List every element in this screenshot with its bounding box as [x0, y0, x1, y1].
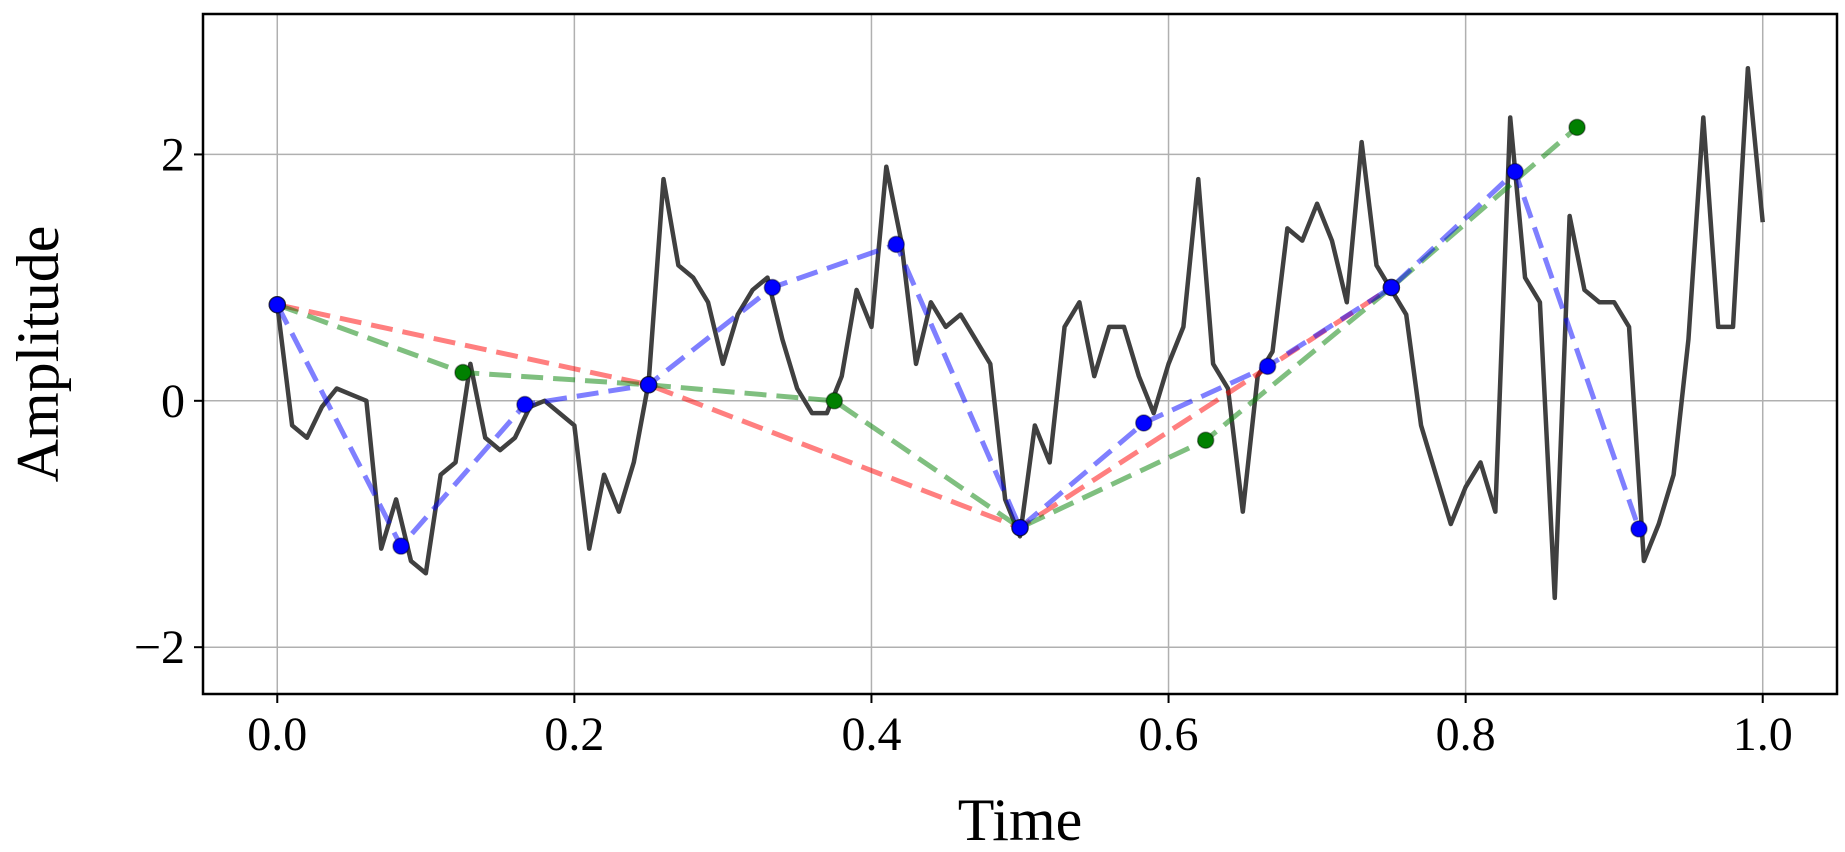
point-marker: [1506, 162, 1524, 181]
y-tick-label: 0: [161, 375, 185, 428]
x-tick-label: 0.0: [247, 708, 307, 761]
point-marker: [1568, 118, 1586, 137]
x-tick-label: 0.6: [1139, 708, 1199, 761]
dashed-line: [275, 169, 1642, 549]
point-marker: [639, 376, 658, 394]
point-marker: [1011, 518, 1029, 537]
dashed-line: [276, 125, 1579, 531]
y-tick-label: −2: [134, 621, 185, 674]
point-marker: [763, 278, 782, 297]
x-axis-label: Time: [958, 787, 1083, 852]
dashed-line: [276, 285, 1393, 531]
point-marker: [268, 295, 287, 314]
x-tick-label: 0.2: [544, 708, 604, 761]
x-tick-label: 1.0: [1733, 708, 1793, 761]
point-marker: [1382, 278, 1401, 297]
point-marker: [1134, 414, 1153, 432]
signal-line: [275, 65, 1765, 601]
point-marker: [392, 537, 410, 555]
grid: [203, 14, 1837, 694]
x-tick-label: 0.8: [1436, 708, 1496, 761]
point-marker: [825, 392, 844, 410]
point-marker: [516, 395, 534, 414]
y-axis-label: Amplitude: [5, 226, 71, 483]
point-marker: [454, 363, 472, 382]
y-tick-label: 2: [161, 128, 185, 181]
point-marker: [1196, 431, 1215, 449]
point-marker: [1258, 357, 1277, 376]
x-tick-label: 0.4: [841, 708, 901, 761]
point-marker: [1630, 520, 1648, 538]
point-marker: [887, 235, 906, 254]
plot-area: [268, 65, 1765, 601]
axes-frame: [201, 12, 1839, 696]
ticks: 0.0 0.2 0.4 0.6 0.8 1.0 −2 0 2: [134, 128, 1793, 761]
